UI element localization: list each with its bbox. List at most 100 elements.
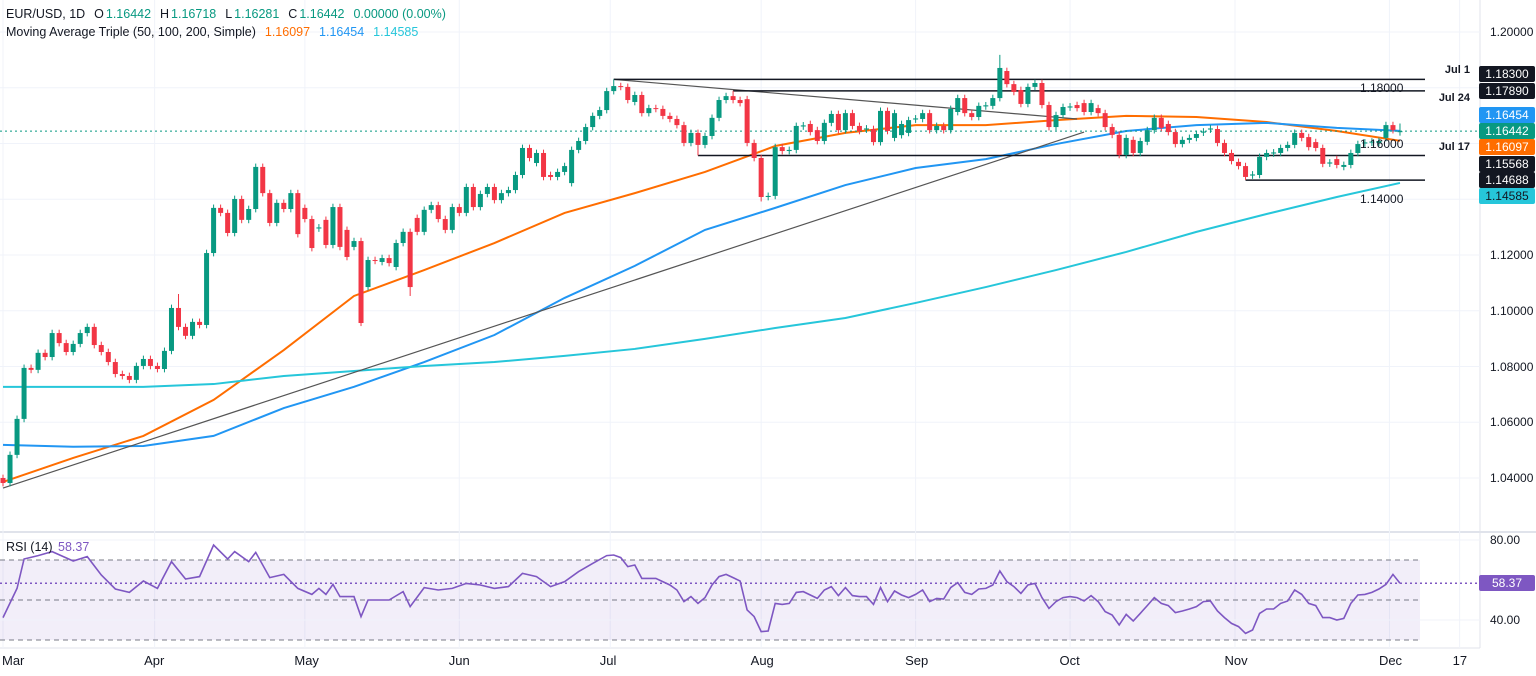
candle-body xyxy=(295,193,301,235)
candle-body xyxy=(435,205,441,220)
candle-body xyxy=(176,307,181,327)
candle-body xyxy=(1130,139,1136,153)
ma200-value: 1.14585 xyxy=(373,25,419,39)
candle-body xyxy=(1214,129,1220,143)
candle-body xyxy=(168,307,174,351)
candle-body xyxy=(983,105,989,107)
candle xyxy=(267,189,273,227)
candle xyxy=(976,102,982,121)
candle-body xyxy=(133,365,139,380)
candle-body xyxy=(1137,140,1143,153)
candle-body xyxy=(1018,89,1024,104)
candle xyxy=(597,106,603,120)
candle xyxy=(1334,155,1340,169)
candle xyxy=(1264,149,1270,161)
price-tick-label: 1.06000 xyxy=(1490,415,1534,430)
candle-body xyxy=(442,219,448,230)
candle-body xyxy=(337,207,343,247)
candle xyxy=(899,120,905,139)
candle-body xyxy=(716,100,722,118)
candle-body xyxy=(1292,132,1298,145)
time-tick-label: Sep xyxy=(905,653,929,668)
candle xyxy=(562,162,568,176)
ma-title[interactable]: Moving Average Triple (50, 100, 200, Sim… xyxy=(6,25,256,39)
candle xyxy=(211,204,217,257)
candle-body xyxy=(618,86,624,88)
candle-body xyxy=(372,260,378,262)
candle-body xyxy=(351,241,357,247)
candle-body xyxy=(1362,142,1368,144)
candle-body xyxy=(379,258,385,262)
candle-body xyxy=(1095,108,1101,114)
candle-body xyxy=(491,186,497,201)
candle xyxy=(618,82,624,91)
candle-body xyxy=(1355,144,1361,153)
candle-body xyxy=(1081,103,1087,113)
candle-body xyxy=(597,110,603,116)
candle-body xyxy=(842,113,848,131)
rsi-title[interactable]: RSI (14) xyxy=(6,540,53,554)
candle-body xyxy=(1369,141,1375,143)
candle-body xyxy=(1011,84,1017,92)
candle xyxy=(611,79,617,95)
candle-body xyxy=(1327,162,1333,164)
candle-body xyxy=(1123,137,1129,155)
candle-body xyxy=(534,152,540,164)
candle xyxy=(1158,114,1164,132)
candle-body xyxy=(1278,147,1284,153)
price-tag-ma100: 1.16454 xyxy=(1479,107,1535,123)
candle-body xyxy=(98,345,104,353)
candle-body xyxy=(835,113,841,131)
candle xyxy=(892,109,898,142)
candle-body xyxy=(1383,125,1389,138)
candle xyxy=(625,83,631,104)
candle-body xyxy=(955,98,961,113)
candle xyxy=(435,201,441,223)
candle xyxy=(1102,109,1108,131)
candle xyxy=(7,451,13,487)
candle-body xyxy=(1236,161,1242,167)
candle xyxy=(1088,99,1094,116)
candle xyxy=(983,101,989,110)
rsi-tick-label: 40.00 xyxy=(1490,613,1521,627)
candle-body xyxy=(934,125,940,131)
candle xyxy=(590,112,596,131)
candle xyxy=(260,163,266,197)
candle xyxy=(288,189,294,213)
candle-body xyxy=(70,343,76,353)
candle-body xyxy=(681,125,687,143)
rsi-legend: RSI (14) 58.37 xyxy=(6,540,91,554)
candle xyxy=(1292,129,1298,149)
candle-body xyxy=(576,140,582,150)
candle-body xyxy=(386,258,392,264)
candle xyxy=(1243,162,1249,181)
candle-body xyxy=(309,219,315,249)
candle-body xyxy=(1172,132,1178,145)
candle-body xyxy=(849,113,855,126)
candle xyxy=(351,237,357,251)
candle xyxy=(1221,139,1227,157)
candle xyxy=(84,323,90,337)
candle xyxy=(133,362,139,384)
price-tick-label: 1.08000 xyxy=(1490,359,1534,374)
candle xyxy=(1383,121,1389,142)
price-tick-label: 1.14000 xyxy=(1360,192,1404,207)
candle-body xyxy=(744,99,750,143)
candle xyxy=(1067,103,1073,111)
candle xyxy=(1214,125,1220,147)
candle xyxy=(519,144,525,179)
candle xyxy=(751,139,757,162)
candle-body xyxy=(1348,152,1354,165)
candle-body xyxy=(428,205,434,210)
candle xyxy=(449,203,455,234)
candle xyxy=(632,91,638,106)
symbol-title[interactable]: EUR/USD, 1D xyxy=(6,7,86,21)
candle xyxy=(428,201,434,214)
candle-body xyxy=(323,219,329,245)
candle xyxy=(969,109,975,121)
candle-body xyxy=(63,343,69,353)
candle xyxy=(1299,129,1305,142)
candle-body xyxy=(990,98,996,106)
candle xyxy=(91,323,97,349)
